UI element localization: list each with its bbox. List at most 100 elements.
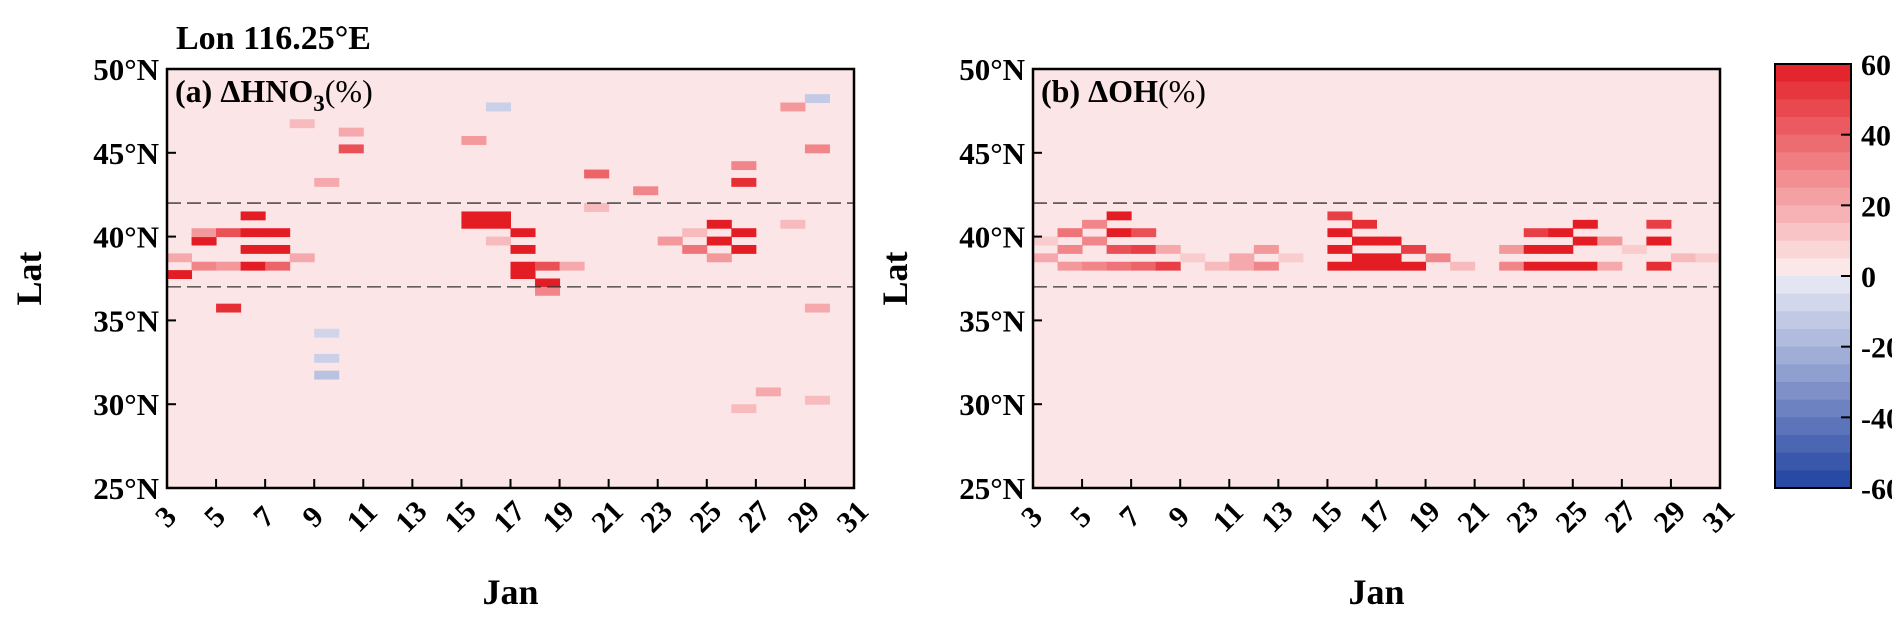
heatmap-cell bbox=[1523, 244, 1549, 254]
heatmap-cell bbox=[535, 286, 561, 296]
y-tick-label: 40°N bbox=[93, 220, 159, 255]
colorbar-tick-label: -40 bbox=[1861, 402, 1892, 435]
colorbar-tick-label: 60 bbox=[1861, 49, 1891, 82]
panel-label: (a) ΔHNO3(%) bbox=[175, 73, 373, 116]
heatmap-cell bbox=[1131, 244, 1157, 254]
heatmap-cell bbox=[1376, 261, 1402, 271]
heatmap-cell bbox=[1082, 236, 1108, 246]
heatmap-cell bbox=[1572, 236, 1598, 246]
heatmap-cell bbox=[314, 353, 340, 363]
colorbar-step bbox=[1775, 81, 1851, 100]
heatmap-cell bbox=[1278, 253, 1304, 263]
heatmap-cell bbox=[1155, 261, 1181, 271]
x-tick-label: 7 bbox=[247, 500, 281, 534]
colorbar-step bbox=[1775, 470, 1851, 489]
y-tick-label: 50°N bbox=[93, 52, 159, 87]
heatmap-cell bbox=[1376, 253, 1402, 263]
heatmap-cell bbox=[1155, 244, 1181, 254]
panel-label-main: (a) ΔHNO bbox=[175, 73, 313, 109]
heatmap-cell bbox=[535, 278, 561, 288]
heatmap-cell bbox=[1548, 228, 1574, 238]
heatmap-cell bbox=[240, 211, 266, 221]
y-tick-label: 35°N bbox=[959, 303, 1025, 338]
x-tick-label: 7 bbox=[1113, 500, 1147, 534]
panel-label-subscript: 3 bbox=[313, 91, 325, 116]
heatmap-cell bbox=[1695, 253, 1721, 263]
heatmap-cell bbox=[289, 253, 315, 263]
colorbar-tick-label: -60 bbox=[1861, 473, 1892, 506]
heatmap-cell bbox=[1131, 261, 1157, 271]
heatmap-cell bbox=[584, 203, 610, 212]
colorbar-step bbox=[1775, 435, 1851, 454]
x-tick-label: 15 bbox=[438, 495, 483, 540]
colorbar-tick-label: 0 bbox=[1861, 261, 1876, 294]
heatmap-cell bbox=[633, 186, 659, 196]
heatmap-cell bbox=[1253, 244, 1279, 254]
x-tick-label: 23 bbox=[634, 495, 679, 540]
heatmap-cell bbox=[1621, 244, 1647, 254]
colorbar-tick-label: -20 bbox=[1861, 332, 1892, 365]
y-tick-label: 30°N bbox=[93, 387, 159, 422]
heatmap-cell bbox=[706, 219, 732, 229]
heatmap-cell bbox=[461, 136, 487, 145]
x-tick-label: 21 bbox=[585, 495, 630, 540]
heatmap-cell bbox=[1572, 261, 1598, 271]
x-tick-label: 27 bbox=[733, 495, 778, 540]
heatmap-cell bbox=[1351, 236, 1377, 246]
colorbar-step bbox=[1775, 399, 1851, 418]
heatmap-cell bbox=[682, 228, 708, 238]
heatmap-cell bbox=[1499, 244, 1525, 254]
heatmap-cell bbox=[1646, 261, 1672, 271]
panel-b: 3 5 7 9 11 13 15 17 19 21 23 25 27 29 3125°N30°N35°N40… bbox=[875, 52, 1741, 612]
x-tick-label: 29 bbox=[1648, 495, 1693, 540]
heatmap-cell bbox=[1033, 253, 1059, 263]
colorbar-step bbox=[1775, 152, 1851, 171]
heatmap-cell bbox=[1057, 261, 1083, 271]
heatmap-cell bbox=[265, 228, 291, 238]
x-tick-label: 17 bbox=[1353, 495, 1398, 540]
heatmap-cell bbox=[559, 261, 585, 271]
heatmap-cell bbox=[1425, 253, 1451, 263]
y-tick-label: 30°N bbox=[959, 387, 1025, 422]
heatmap-cell bbox=[657, 236, 683, 246]
colorbar-step bbox=[1775, 364, 1851, 383]
colorbar-step bbox=[1775, 293, 1851, 312]
x-tick-label: 29 bbox=[782, 495, 827, 540]
heatmap-cell bbox=[1401, 244, 1427, 254]
y-tick-label: 50°N bbox=[959, 52, 1025, 87]
heatmap-cell bbox=[780, 219, 806, 229]
y-tick-label: 25°N bbox=[959, 471, 1025, 506]
heatmap-cell bbox=[510, 228, 536, 238]
colorbar-step bbox=[1775, 117, 1851, 136]
heatmap-cell bbox=[584, 169, 610, 179]
y-tick-label: 35°N bbox=[93, 303, 159, 338]
heatmap-cell bbox=[314, 177, 340, 187]
x-tick-label: 17 bbox=[487, 495, 532, 540]
heatmap-cell bbox=[535, 261, 561, 271]
panel-label: (b) ΔOH(%) bbox=[1041, 73, 1206, 109]
x-axis-label: Jan bbox=[482, 572, 538, 612]
colorbar-step bbox=[1775, 187, 1851, 206]
x-tick-label: 23 bbox=[1500, 495, 1545, 540]
x-tick-label: 9 bbox=[1162, 500, 1196, 534]
panel-label-main: (b) ΔOH bbox=[1041, 73, 1158, 109]
colorbar-step bbox=[1775, 382, 1851, 401]
heatmap-cell bbox=[1670, 253, 1696, 263]
heatmap-cell bbox=[1646, 236, 1672, 246]
heatmap-cell bbox=[191, 261, 217, 271]
heatmap-cell bbox=[1229, 261, 1255, 271]
heatmap-cell bbox=[338, 144, 364, 154]
panel-label-unit: (%) bbox=[325, 73, 373, 109]
colorbar-tick-label: 40 bbox=[1861, 120, 1891, 153]
heatmap-cell bbox=[780, 102, 806, 112]
heatmap-cell bbox=[314, 328, 340, 338]
colorbar-step bbox=[1775, 258, 1851, 277]
x-tick-label: 5 bbox=[198, 500, 232, 534]
heatmap-cell bbox=[1327, 244, 1353, 254]
x-axis-label: Jan bbox=[1348, 572, 1404, 612]
heatmap-cell bbox=[216, 261, 242, 271]
heatmap-cell bbox=[1204, 261, 1230, 271]
heatmap-cell bbox=[1106, 228, 1132, 238]
panel-a: 3 5 7 9 11 13 15 17 19 21 23 25 27 29 31 25°N 30°N 35°N 40… bbox=[9, 52, 875, 612]
heatmap-cell bbox=[731, 404, 757, 414]
